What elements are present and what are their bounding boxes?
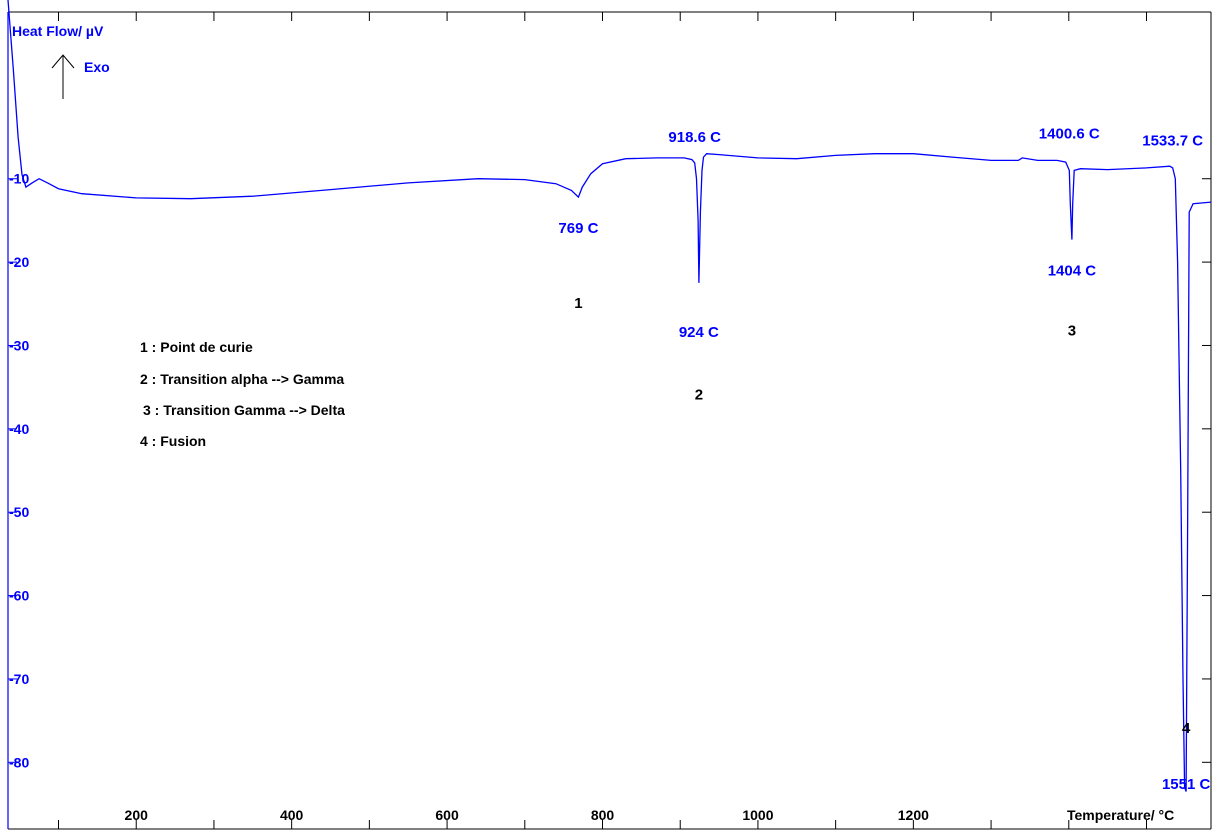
step-number-label: 1 <box>574 295 582 312</box>
chart-axes <box>7 11 1212 830</box>
y-axis-label: Heat Flow/ µV <box>12 23 104 39</box>
legend-item-4: 4 : Fusion <box>140 433 206 449</box>
heat-flow-curve <box>7 0 1212 792</box>
tick-labels: 200 400 600 800 1000 1200 -10 -20 -30 -40 -50 -60 -7… <box>9 171 929 823</box>
legend-item-2: 2 : Transition alpha --> Gamma <box>140 371 344 387</box>
y-tick-label: -40 <box>9 421 29 437</box>
y-tick-label: -60 <box>9 588 29 604</box>
y-tick-label: -20 <box>9 254 29 270</box>
legend: 1 : Point de curie 2 : Transition alpha … <box>140 339 345 449</box>
x-tick-label: 1000 <box>742 807 773 823</box>
tick-marks <box>8 12 1211 829</box>
x-axis-label: Temperature/ °C <box>1067 807 1174 823</box>
step-number-label: 2 <box>695 387 703 404</box>
peak-temperature-label: 1533.7 C <box>1142 132 1203 149</box>
x-tick-label: 800 <box>591 807 615 823</box>
peak-annotations: 769 C 918.6 C 924 C 1400.6 C 1404 C 1533.7 C 1… <box>558 126 1210 793</box>
peak-temperature-label: 924 C <box>679 324 719 341</box>
peak-temperature-label: 1404 C <box>1048 262 1097 279</box>
x-tick-label: 200 <box>125 807 149 823</box>
step-number-label: 3 <box>1068 322 1076 339</box>
y-tick-label: -10 <box>9 171 29 187</box>
step-labels: 1 2 3 4 <box>574 295 1191 737</box>
x-tick-label: 1200 <box>898 807 929 823</box>
step-number-label: 4 <box>1182 720 1191 737</box>
y-tick-label: -70 <box>9 671 29 687</box>
peak-temperature-label: 918.6 C <box>668 129 721 146</box>
exo-arrow-icon <box>51 54 75 99</box>
y-tick-label: -50 <box>9 504 29 520</box>
peak-temperature-label: 1551 C <box>1162 776 1211 793</box>
legend-item-3: 3 : Transition Gamma --> Delta <box>143 402 345 418</box>
legend-item-1: 1 : Point de curie <box>140 339 253 355</box>
y-tick-label: -80 <box>9 754 29 770</box>
x-tick-label: 400 <box>280 807 304 823</box>
peak-temperature-label: 1400.6 C <box>1039 126 1100 143</box>
peak-temperature-label: 769 C <box>558 220 598 237</box>
y-tick-label: -30 <box>9 337 29 353</box>
x-tick-label: 600 <box>435 807 459 823</box>
exo-label: Exo <box>84 59 110 75</box>
